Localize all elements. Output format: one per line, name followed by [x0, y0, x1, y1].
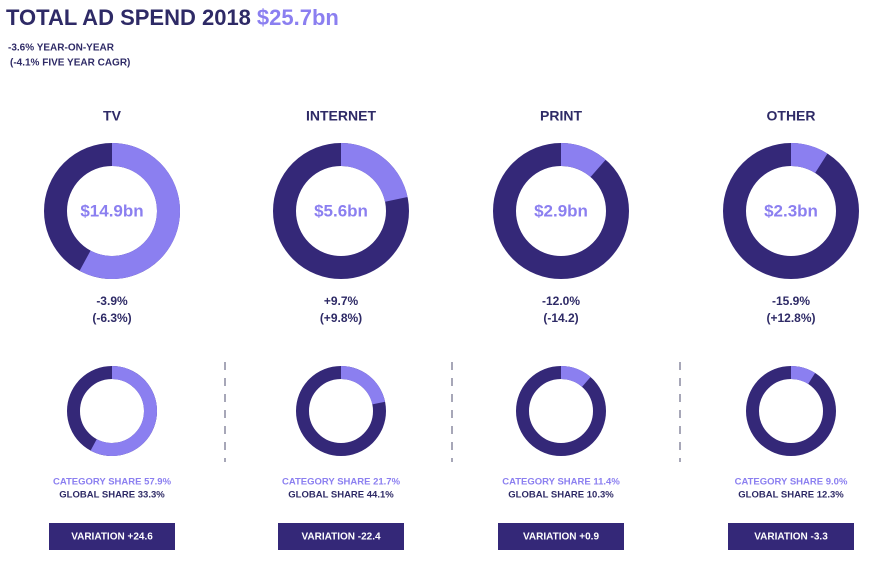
donut-segment: [791, 143, 828, 174]
variation: VARIATION -3.3: [754, 532, 828, 543]
category-share: CATEGORY SHARE 9.0%: [735, 477, 848, 488]
donut-segment: [561, 143, 606, 178]
category-share: CATEGORY SHARE 21.7%: [282, 477, 401, 488]
change: +9.7%: [324, 294, 359, 308]
center-label: $5.6bn: [314, 201, 368, 220]
global-share: GLOBAL SHARE 12.3%: [738, 490, 844, 501]
total: $25.7bn: [257, 5, 339, 30]
donut-ring: [746, 366, 836, 456]
variation: VARIATION -22.4: [301, 532, 381, 543]
variation-box: [498, 523, 624, 550]
donut-ring: [516, 366, 606, 456]
donut-segment: [791, 366, 816, 384]
donut-segment: [341, 143, 408, 202]
change-cagr: (+9.8%): [320, 311, 362, 325]
global-share: GLOBAL SHARE 44.1%: [288, 490, 394, 501]
variation: VARIATION +0.9: [523, 532, 599, 543]
title: TOTAL AD SPEND 2018: [6, 5, 251, 30]
category-share: CATEGORY SHARE 57.9%: [53, 477, 172, 488]
change-cagr: (+12.8%): [766, 311, 815, 325]
donut-segment: [90, 366, 157, 456]
change-cagr: (-14.2): [543, 311, 578, 325]
center-label: $2.9bn: [534, 201, 588, 220]
category-share: CATEGORY SHARE 11.4%: [502, 477, 620, 488]
center-label: $14.9bn: [80, 201, 143, 220]
page-title: TOTAL AD SPEND 2018 $25.7bn: [6, 5, 339, 30]
global-share: GLOBAL SHARE 10.3%: [508, 490, 614, 501]
variation-box: [49, 523, 175, 550]
change-cagr: (-6.3%): [92, 311, 131, 325]
category-title: OTHER: [767, 108, 816, 124]
variation-box: [728, 523, 854, 550]
global-share: GLOBAL SHARE 33.3%: [59, 490, 165, 501]
category-title: TV: [103, 108, 122, 124]
change: -3.9%: [96, 294, 128, 308]
category-title: INTERNET: [306, 108, 376, 124]
center-label: $2.3bn: [764, 201, 818, 220]
cagr: (-4.1% FIVE YEAR CAGR): [10, 58, 130, 69]
change: -12.0%: [542, 294, 580, 308]
variation-box: [278, 523, 404, 550]
category-title: PRINT: [540, 108, 582, 124]
donut-segment: [79, 143, 180, 280]
donut-segment: [341, 366, 386, 405]
donut-segment: [561, 366, 591, 387]
variation: VARIATION +24.6: [71, 532, 153, 543]
dividers: [224, 362, 681, 462]
change: -15.9%: [772, 294, 810, 308]
yoy: -3.6% YEAR-ON-YEAR: [8, 43, 115, 54]
